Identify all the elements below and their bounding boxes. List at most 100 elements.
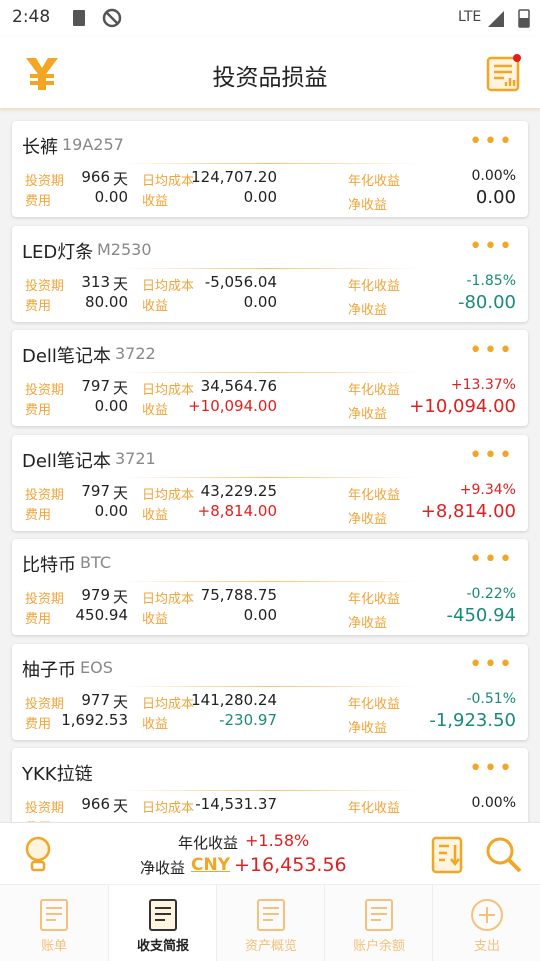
tab-icon [365,899,393,931]
more-button[interactable]: ••• [469,442,514,468]
value: 80.00 [85,292,128,311]
tab[interactable]: 资产概览 [216,885,325,961]
tab[interactable]: 账单 [0,885,108,961]
label: 收益 [142,403,169,418]
item-card[interactable]: 比特币 BTC ••• 投资期 天 979 日均成本 75,788.75 年化收益 -0.22% 费… [12,539,528,635]
value: 0.00 [94,188,128,206]
tab[interactable]: 收支简报 [108,885,217,961]
label: 年化收益 [348,174,401,189]
sort-icon[interactable] [430,835,466,875]
network: LTE [458,9,482,25]
divider [122,372,418,373]
status-bar: 2:48 LTE [0,0,540,36]
status-icons [73,8,122,28]
label: 投资期 [25,383,65,398]
value: -14,531.37 [195,795,277,813]
label: 收益 [142,612,169,627]
value: +10,094.00 [188,397,277,415]
divider [122,163,418,164]
clock: 2:48 [12,7,51,27]
value: 0.00 [243,188,277,206]
label: 投资期 [25,487,65,503]
tab[interactable]: 账户余额 [324,885,433,961]
label: 费用 [25,716,52,732]
more-button[interactable]: ••• [469,233,514,259]
tab[interactable]: 支出 [432,885,540,961]
item-card[interactable]: 柚子币 EOS ••• 投资期 天 977 日均成本 141,280.24 年化收益 -0.51%… [12,643,528,740]
value: 966 [81,795,110,813]
value: 0.00% [471,168,516,184]
header: 投资品损益 [0,36,540,108]
more-button[interactable]: ••• [469,338,514,363]
more-button[interactable]: ••• [469,129,514,154]
item-name: Dell笔记本 [22,346,111,367]
value: -1,923.50 [429,709,516,731]
tip-icon[interactable] [22,835,54,875]
more-button[interactable]: ••• [469,756,514,781]
item-name: 长裤 [22,137,58,158]
value: 977 [81,690,110,709]
item-card[interactable]: Dell笔记本 3721 ••• 投资期 天 797 日均成本 43,229.25 年化收益 +9… [12,434,528,531]
day-unit: 天 [112,379,128,397]
value: -80.00 [457,291,516,313]
item-card[interactable]: Dell笔记本 3722 ••• 投资期 天 797 日均成本 34,564.76 年化收益 +1… [12,330,528,426]
logo-icon[interactable] [22,54,62,92]
tab-icon [471,899,503,931]
label: 年化收益 [348,592,401,607]
more-button[interactable]: ••• [469,651,514,677]
item-name: YKK拉链 [22,764,93,785]
value: 0.00 [94,501,128,520]
tab-label: 支出 [473,939,500,954]
day-unit: 天 [112,692,128,711]
value: +9.34% [459,481,516,498]
item-name: 比特币 [22,555,76,576]
value: 43,229.25 [200,481,277,500]
item-name: 柚子币 [22,659,76,681]
label: 费用 [25,194,52,209]
value: +8,814.00 [197,501,277,520]
divider [122,476,418,478]
label: 净收益 [348,616,388,631]
annual-value: +1.58% [245,831,310,850]
label: 日均成本 [142,278,195,294]
label: 日均成本 [142,696,195,712]
label: 年化收益 [348,696,401,712]
value: 0.00% [471,795,516,811]
report-icon[interactable] [484,52,524,94]
value: 450.94 [75,606,129,624]
item-code: EOS [80,657,113,677]
divider [122,267,418,269]
day-unit: 天 [112,483,128,502]
value: 966 [81,168,110,186]
value: 0.00 [475,187,516,208]
tab-label: 账单 [40,939,67,954]
label: 投资期 [25,801,65,816]
net-value: +16,453.56 [234,854,347,876]
label: 日均成本 [142,801,195,816]
label: 年化收益 [348,487,401,503]
label: 投资期 [25,174,65,189]
label: 日均成本 [142,592,195,607]
label: 投资期 [25,696,65,712]
tab-label: 收支简报 [136,939,189,954]
label: 收益 [142,194,169,209]
day-unit: 天 [112,274,128,293]
item-card[interactable]: 长裤 19A257 ••• 投资期 天 966 日均成本 124,707.20 年化收益 0.00… [12,121,528,217]
label: 投资期 [25,592,65,607]
item-code: 3722 [115,344,156,363]
currency[interactable]: CNY [191,855,231,875]
battery-signal [488,9,530,28]
item-card[interactable]: LED灯条 M2530 ••• 投资期 天 313 日均成本 -5,056.04 年化收益 -1.… [12,225,528,322]
search-icon[interactable] [484,835,524,875]
label: 年化收益 [348,383,401,398]
divider [122,581,418,582]
more-button[interactable]: ••• [469,547,514,572]
tab-icon [40,899,68,931]
value: +10,094.00 [409,396,516,417]
value: 313 [81,272,110,291]
label: 费用 [25,612,52,627]
divider [122,685,418,687]
